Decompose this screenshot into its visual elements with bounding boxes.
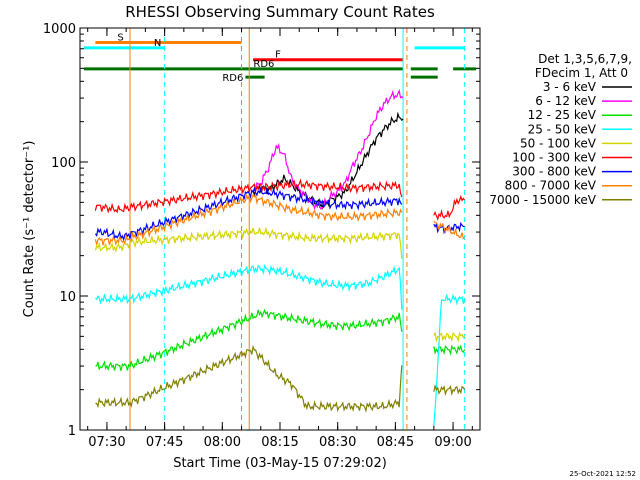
flag-label: N bbox=[154, 38, 161, 49]
timestamp: 25-Oct-2021 12:52 bbox=[570, 470, 636, 478]
x-tick-label: 09:00 bbox=[434, 435, 471, 450]
series-path bbox=[95, 344, 466, 413]
flag-label: S bbox=[117, 32, 123, 43]
series-line bbox=[94, 178, 466, 222]
legend-entry-label: 800 - 7000 keV bbox=[505, 179, 597, 193]
legend-header: FDecim 1, Att 0 bbox=[535, 66, 628, 80]
x-tick-label: 08:45 bbox=[377, 435, 414, 450]
series-path bbox=[252, 88, 404, 211]
series-line bbox=[252, 88, 404, 211]
legend-entry-label: 3 - 6 keV bbox=[543, 80, 597, 94]
legend-entry-label: 100 - 300 keV bbox=[512, 151, 596, 165]
legend-entry-label: 7000 - 15000 keV bbox=[489, 193, 596, 207]
flag-label: F bbox=[275, 50, 281, 61]
legend-entry-label: 25 - 50 keV bbox=[528, 122, 597, 136]
series-line bbox=[95, 344, 466, 413]
series-path bbox=[94, 226, 466, 343]
chart-title: RHESSI Observing Summary Count Rates bbox=[125, 3, 435, 21]
series-path bbox=[94, 178, 466, 222]
x-tick-label: 07:30 bbox=[88, 435, 125, 450]
legend-entry-label: 12 - 25 keV bbox=[528, 108, 597, 122]
legend-entry-label: 300 - 800 keV bbox=[512, 165, 596, 179]
x-tick-label: 08:00 bbox=[204, 435, 241, 450]
series-line bbox=[94, 226, 466, 343]
axes: 07:30 07:45 08:00 08:15 08:30 08:45 09:00 1 10 10… bbox=[43, 22, 480, 450]
flag-label: RD6 bbox=[253, 59, 274, 70]
y-tick-label: 1000 bbox=[43, 22, 76, 37]
y-tick-label: 10 bbox=[59, 290, 76, 305]
y-axis-label: Count Rate (s⁻¹ detector⁻¹) bbox=[22, 141, 37, 318]
vertical-markers bbox=[129, 28, 466, 430]
x-tick-label: 08:15 bbox=[261, 435, 298, 450]
data-series bbox=[94, 88, 466, 427]
series-line bbox=[95, 264, 466, 427]
x-tick-label: 08:30 bbox=[319, 435, 356, 450]
x-axis-label: Start Time (03-May-15 07:29:02) bbox=[173, 456, 387, 471]
y-tick-label: 1 bbox=[68, 424, 76, 439]
legend: Det 1,3,5,6,7,9,FDecim 1, Att 03 - 6 keV… bbox=[489, 52, 632, 207]
x-tick-label: 07:45 bbox=[146, 435, 183, 450]
series-path bbox=[95, 264, 466, 427]
series-path bbox=[94, 193, 465, 246]
series-line bbox=[94, 193, 465, 246]
legend-header: Det 1,3,5,6,7,9, bbox=[538, 52, 632, 66]
legend-entry-label: 50 - 100 keV bbox=[520, 136, 597, 150]
y-tick-label: 100 bbox=[51, 156, 76, 171]
legend-entry-label: 6 - 12 keV bbox=[535, 94, 597, 108]
flag-label: RD6 bbox=[222, 73, 243, 84]
